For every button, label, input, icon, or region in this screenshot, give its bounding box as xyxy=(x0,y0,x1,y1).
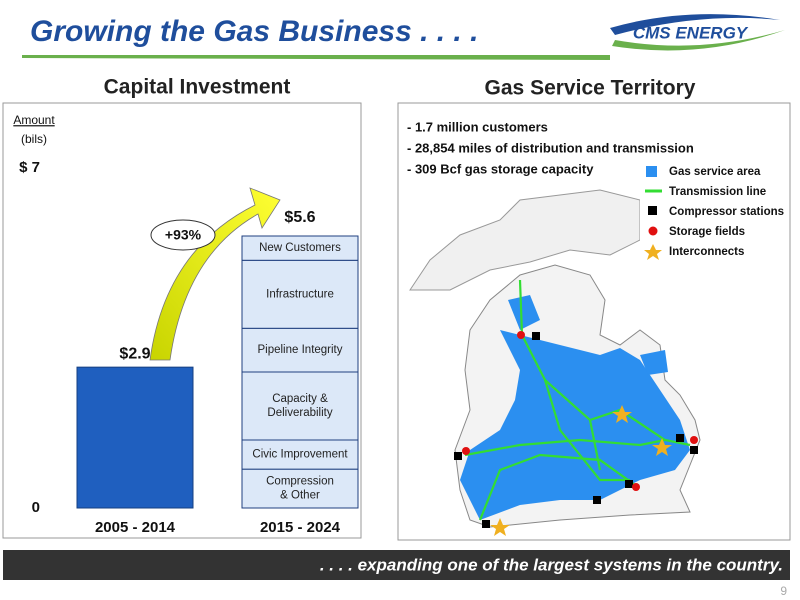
logo: CMS ENERGY xyxy=(610,14,785,51)
page-number: 9 xyxy=(780,584,787,598)
legend-entry: Interconnects xyxy=(669,246,744,258)
segment-label: Pipeline Integrity xyxy=(257,344,342,356)
y-axis-label: Amount xyxy=(13,113,55,127)
segment-label: Capacity & Deliverability xyxy=(267,393,332,419)
segment-label: New Customers xyxy=(259,242,341,254)
footer-bar xyxy=(3,550,790,580)
value-label: $5.6 xyxy=(284,209,315,226)
map-title: Gas Service Territory xyxy=(485,77,696,100)
bullets: - 1.7 million customers - 28,854 miles of… xyxy=(407,119,694,176)
x-tick-label: 2005 - 2014 xyxy=(95,519,176,536)
annotation: +93% xyxy=(165,227,202,243)
value-label: $2.9 xyxy=(119,345,150,362)
bar-total xyxy=(241,235,359,509)
legend-entry: Storage fields xyxy=(669,226,745,238)
segment-label: Compression & Other xyxy=(266,476,334,502)
legend: Gas service area Transmission line Compres… xyxy=(669,166,784,258)
bullet: - 1.7 million customers xyxy=(407,119,548,134)
annotation-bubble xyxy=(150,219,216,251)
map xyxy=(409,189,701,536)
y-tick-label: 0 xyxy=(32,499,40,516)
y-axis-label: (bils) xyxy=(21,132,47,146)
title-underline xyxy=(22,55,610,60)
bar-segment xyxy=(241,439,359,470)
logo-text: CMS ENERGY xyxy=(633,23,749,42)
x-tick-label: 2015 - 2024 xyxy=(260,519,341,536)
growth-arrow xyxy=(149,187,281,361)
bar-segment xyxy=(241,371,359,441)
legend-entry: Gas service area xyxy=(669,166,761,178)
legend-symbols xyxy=(644,166,662,260)
service-area xyxy=(508,295,668,375)
y-tick-label: $ 7 xyxy=(19,159,40,176)
transmission-lines xyxy=(464,279,691,521)
legend-box xyxy=(640,162,782,262)
bullet: - 309 Bcf gas storage capacity xyxy=(407,161,594,176)
slide-title: Growing the Gas Business . . . . xyxy=(30,15,478,48)
segment-label: Civic Improvement xyxy=(252,449,348,461)
interconnects xyxy=(490,405,672,536)
chart: 0 $ 7 2005 - 2014 2015 - 2024 $2.9 Compressio… xyxy=(19,159,359,536)
bar-segment xyxy=(241,468,359,509)
storage-fields xyxy=(462,331,698,491)
legend-entry: Compressor stations xyxy=(669,206,784,218)
footer-text: . . . . expanding one of the largest sys… xyxy=(320,555,783,574)
bar-segment xyxy=(241,235,359,261)
chart-title: Capital Investment xyxy=(104,76,291,99)
bullet: - 28,854 miles of distribution and trans… xyxy=(407,140,694,155)
compressor-stations xyxy=(454,332,698,528)
legend-entry: Transmission line xyxy=(669,186,766,198)
segment-label: Infrastructure xyxy=(266,288,334,300)
bar xyxy=(76,366,194,509)
service-area xyxy=(460,330,690,520)
